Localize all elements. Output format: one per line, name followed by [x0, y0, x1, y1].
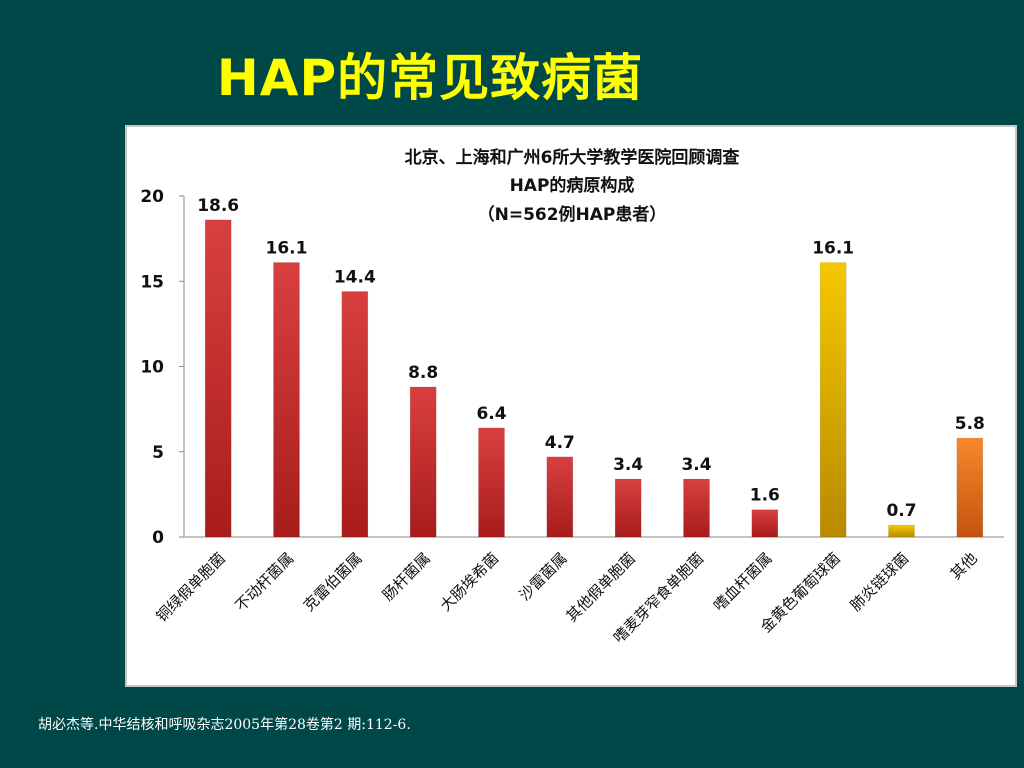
bar-9: [819, 262, 847, 538]
category-label: 铜绿假单胞菌: [153, 549, 229, 625]
data-label: 3.4: [613, 455, 643, 475]
category-label: 不动杆菌属: [232, 549, 298, 615]
data-label: 0.7: [886, 501, 916, 521]
category-label: 沙雷菌属: [515, 549, 570, 604]
bar-2: [341, 291, 369, 538]
citation: 胡必杰等.中华结核和呼吸杂志2005年第28卷第2 期:112-6.: [38, 717, 411, 733]
y-tick-label: 15: [140, 272, 164, 292]
bar-10: [888, 524, 915, 538]
chart-title: 北京、上海和广州6所大学教学医院回顾调查 HAP的病原构成 （N=562例HAP患者…: [405, 147, 741, 225]
chart-title-line: （N=562例HAP患者）: [478, 204, 667, 225]
bar-8: [751, 509, 779, 538]
chart-panel: 北京、上海和广州6所大学教学医院回顾调查 HAP的病原构成 （N=562例HAP患者…: [125, 125, 1017, 687]
axes: 0 5 10 15 20: [140, 187, 1004, 548]
category-label: 克雷伯菌属: [300, 549, 366, 615]
bar-6: [614, 478, 642, 538]
y-tick-label: 10: [140, 358, 164, 378]
data-label: 18.6: [197, 196, 239, 216]
bars: [204, 219, 984, 538]
bar-7: [683, 478, 710, 538]
category-labels: 铜绿假单胞菌 不动杆菌属 克雷伯菌属 肠杆菌属 大肠埃希菌 沙雷菌属其他假单胞菌嗜麦芽窄食…: [153, 549, 981, 647]
data-label: 14.4: [334, 267, 376, 287]
data-label: 16.1: [812, 238, 854, 258]
bar-1: [273, 262, 300, 538]
category-label: 嗜血杆菌属: [710, 549, 776, 615]
bar-chart: 北京、上海和广州6所大学教学医院回顾调查 HAP的病原构成 （N=562例HAP患者…: [140, 147, 1004, 647]
chart-title-line: HAP的病原构成: [510, 175, 635, 196]
bar-5: [546, 456, 574, 538]
category-label: 其他: [947, 549, 981, 583]
bar-0: [204, 219, 232, 538]
bar-11: [956, 437, 984, 538]
data-label: 4.7: [545, 433, 575, 453]
category-label: 肺炎链球菌: [847, 549, 913, 615]
y-tick-label: 20: [140, 187, 164, 207]
bar-4: [478, 427, 505, 538]
y-tick-label: 0: [152, 528, 164, 548]
y-tick-label: 5: [152, 443, 164, 463]
data-label: 1.6: [750, 486, 780, 506]
bar-3: [409, 386, 437, 538]
data-labels: 18.6 16.1 14.4 8.8 6.4 4.7 3.4 3.4 1.6 16.1 0.7 5.8: [197, 196, 985, 521]
data-label: 16.1: [266, 238, 308, 258]
data-label: 6.4: [476, 404, 506, 424]
data-label: 3.4: [681, 455, 711, 475]
slide-title: HAP的常见致病菌: [216, 49, 644, 107]
category-label: 肠杆菌属: [379, 549, 434, 604]
category-label: 其他假单胞菌: [563, 549, 639, 625]
data-label: 5.8: [955, 414, 985, 434]
data-label: 8.8: [408, 363, 438, 383]
chart-title-line: 北京、上海和广州6所大学教学医院回顾调查: [405, 147, 741, 168]
category-label: 大肠埃希菌: [437, 549, 503, 615]
